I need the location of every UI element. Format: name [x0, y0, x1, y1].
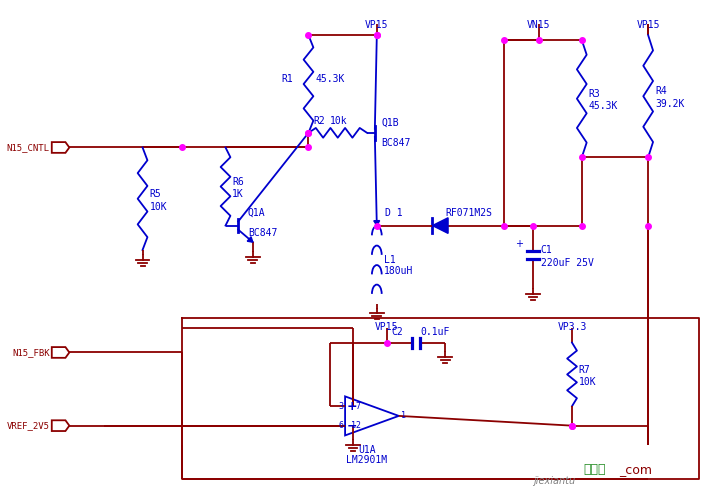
Text: VP3.3: VP3.3	[558, 322, 587, 332]
Text: RF071M2S: RF071M2S	[445, 208, 492, 218]
Text: 0.1uF: 0.1uF	[421, 327, 450, 337]
Text: 45.3K: 45.3K	[589, 101, 618, 111]
Text: Q1A: Q1A	[248, 208, 265, 218]
Text: VP15: VP15	[375, 322, 399, 332]
Text: VP15: VP15	[637, 19, 660, 30]
Text: R5: R5	[150, 189, 161, 199]
Text: 接线图: 接线图	[584, 463, 606, 476]
Polygon shape	[374, 221, 379, 226]
Text: U1A: U1A	[358, 445, 376, 455]
Text: 3: 3	[338, 402, 343, 411]
Text: 6: 6	[338, 421, 343, 430]
Text: 45.3K: 45.3K	[315, 74, 344, 84]
Text: BC847: BC847	[248, 229, 277, 239]
Text: VREF_2V5: VREF_2V5	[7, 421, 50, 430]
Text: L1: L1	[384, 255, 396, 265]
Text: C2: C2	[391, 327, 404, 337]
Polygon shape	[247, 237, 253, 242]
Text: jiexiantu: jiexiantu	[533, 476, 575, 486]
Text: +: +	[515, 239, 523, 249]
Text: 39.2K: 39.2K	[655, 99, 684, 109]
Text: 10K: 10K	[150, 201, 167, 212]
Text: LM2901M: LM2901M	[347, 455, 388, 465]
Text: R4: R4	[655, 86, 667, 96]
Text: −: −	[347, 419, 357, 432]
Text: +: +	[347, 400, 357, 413]
Text: BC847: BC847	[381, 138, 411, 148]
Text: 12: 12	[351, 421, 361, 430]
Text: R7: R7	[579, 364, 590, 375]
Text: R3: R3	[589, 89, 600, 99]
Text: 1: 1	[401, 412, 406, 420]
Text: VP15: VP15	[365, 19, 389, 30]
Text: 220uF 25V: 220uF 25V	[540, 257, 594, 268]
Text: VN15: VN15	[527, 19, 550, 30]
Text: Q1B: Q1B	[381, 118, 399, 128]
Text: 7: 7	[356, 402, 361, 411]
Text: 10k: 10k	[330, 116, 347, 126]
Text: C1: C1	[540, 245, 553, 255]
Text: 180uH: 180uH	[384, 266, 413, 276]
Text: _com: _com	[619, 463, 652, 476]
Polygon shape	[433, 218, 448, 234]
Text: N15_CNTL: N15_CNTL	[7, 143, 50, 152]
Text: R6: R6	[232, 176, 244, 187]
Text: R1: R1	[281, 74, 293, 84]
Text: R2: R2	[314, 116, 325, 126]
Text: N15_FBK: N15_FBK	[12, 348, 50, 357]
Text: 10K: 10K	[579, 377, 597, 387]
Text: 1K: 1K	[232, 189, 244, 199]
Text: D 1: D 1	[384, 208, 402, 218]
